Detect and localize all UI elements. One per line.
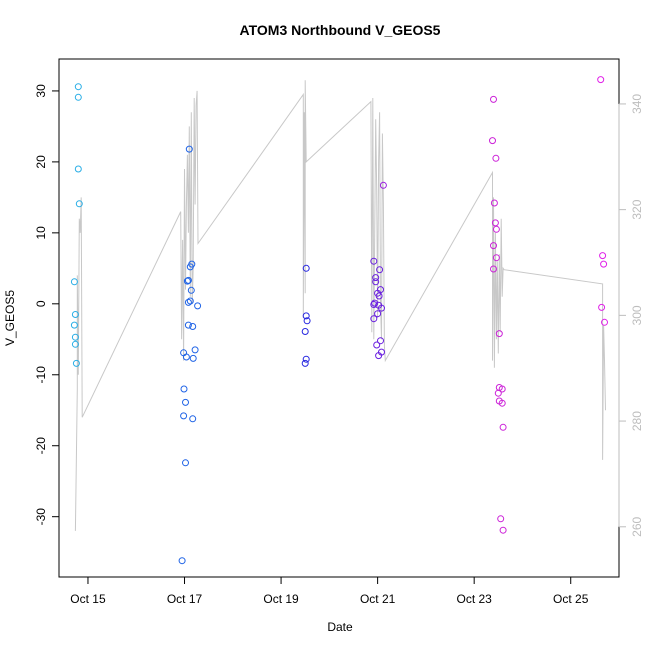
data-point — [494, 389, 502, 397]
data-point — [70, 278, 78, 286]
data-point — [302, 264, 310, 272]
data-point — [75, 200, 83, 208]
y2-tick-label: 300 — [630, 305, 644, 325]
data-point — [497, 515, 505, 523]
data-point — [184, 298, 192, 306]
data-point — [184, 276, 192, 284]
y-tick-label: 30 — [34, 84, 48, 98]
data-point — [185, 145, 193, 153]
data-point — [492, 254, 500, 262]
data-point — [370, 257, 378, 265]
data-point — [489, 137, 496, 145]
data-point — [378, 304, 385, 312]
y2-tick-label: 340 — [630, 94, 644, 114]
data-point — [498, 399, 506, 407]
data-point — [599, 252, 607, 260]
data-point — [490, 242, 497, 250]
data-point — [187, 286, 195, 294]
y-tick-label: 10 — [34, 226, 48, 240]
data-point — [498, 385, 506, 393]
y2-tick-label: 320 — [630, 199, 644, 219]
x-tick-label: Oct 17 — [167, 592, 203, 606]
data-point — [189, 354, 197, 362]
data-point — [492, 225, 500, 233]
y-tick-label: -20 — [34, 437, 48, 455]
data-point — [379, 181, 387, 189]
data-point — [491, 219, 499, 227]
data-point — [74, 83, 82, 91]
x-tick-label: Oct 21 — [360, 592, 396, 606]
y-axis-left: -30 -20 -10 0 10 20 30 — [34, 84, 60, 526]
data-point — [182, 459, 189, 467]
data-point — [490, 95, 497, 103]
data-point — [303, 317, 311, 325]
y2-tick-label: 260 — [630, 516, 644, 536]
data-point — [72, 359, 80, 367]
data-point — [183, 277, 191, 285]
data-point — [598, 303, 606, 311]
data-point — [70, 321, 78, 329]
point-layer — [70, 76, 608, 565]
data-point — [499, 423, 507, 431]
data-point — [370, 315, 378, 323]
data-point — [600, 260, 608, 268]
data-point — [495, 330, 503, 338]
x-tick-label: Oct 15 — [70, 592, 106, 606]
x-axis: Oct 15 Oct 17 Oct 19 Oct 21 Oct 23 Oct 25 — [70, 576, 589, 606]
data-point — [376, 266, 384, 274]
y-tick-label: -10 — [34, 366, 48, 384]
data-point — [182, 353, 190, 361]
x-tick-label: Oct 19 — [263, 592, 299, 606]
data-point — [490, 265, 497, 273]
data-point — [372, 274, 380, 282]
data-point — [74, 165, 82, 173]
data-point — [499, 526, 507, 534]
y-axis-right: 260 280 300 320 340 — [618, 94, 644, 537]
data-point — [302, 355, 310, 363]
data-point — [377, 337, 384, 345]
y-tick-label: 0 — [34, 300, 48, 307]
data-point — [189, 323, 197, 330]
data-point — [372, 278, 380, 286]
y-tick-label: -30 — [34, 508, 48, 526]
data-point — [189, 415, 197, 423]
data-point — [71, 340, 79, 348]
data-point — [374, 310, 382, 318]
data-point — [186, 297, 194, 305]
data-point — [492, 154, 500, 162]
y2-tick-label: 280 — [630, 411, 644, 431]
data-point — [184, 321, 192, 329]
data-point — [301, 328, 309, 335]
data-point — [74, 93, 82, 101]
data-point — [302, 312, 310, 320]
data-point — [375, 292, 383, 300]
data-point — [375, 352, 383, 360]
altitude-trace-line — [74, 80, 606, 531]
plot-frame — [58, 58, 620, 578]
x-axis-label: Date — [327, 620, 353, 634]
x-tick-label: Oct 23 — [456, 592, 492, 606]
data-point — [182, 398, 189, 406]
y-axis-label: V_GEOS5 — [3, 290, 17, 346]
data-point — [373, 341, 381, 349]
data-point — [180, 412, 188, 420]
data-point — [601, 318, 608, 326]
data-point — [178, 557, 186, 565]
altitude-line-layer — [74, 80, 606, 531]
data-point — [301, 359, 309, 367]
data-point — [191, 346, 199, 354]
data-point — [370, 301, 378, 308]
y-tick-label: 20 — [34, 155, 48, 169]
data-point — [188, 260, 196, 268]
x-tick-label: Oct 25 — [553, 592, 589, 606]
data-point — [597, 76, 605, 84]
data-point — [71, 311, 79, 318]
data-point — [194, 302, 202, 310]
data-point — [180, 385, 188, 393]
data-point — [71, 333, 79, 341]
data-point — [371, 299, 379, 307]
chart-title: ATOM3 Northbound V_GEOS5 — [240, 22, 441, 38]
data-point — [490, 199, 498, 207]
